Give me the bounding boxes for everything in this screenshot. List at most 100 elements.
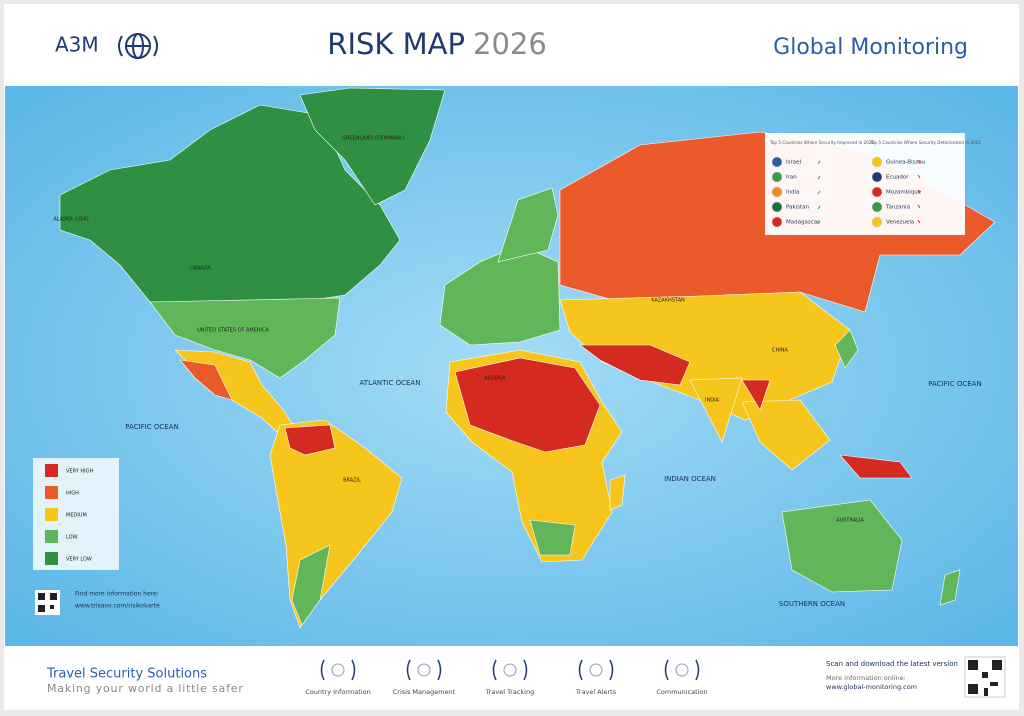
top5-item: India xyxy=(786,190,800,196)
ocean-label: SOUTHERN OCEAN xyxy=(779,600,845,608)
trend-arrow xyxy=(817,190,821,195)
service-label: Country Information xyxy=(305,688,371,696)
country-label: CANADA xyxy=(189,266,211,272)
trend-arrow xyxy=(917,204,921,209)
country-label: BRAZIL xyxy=(343,478,361,484)
service-icon xyxy=(417,663,431,677)
country-label: CHINA xyxy=(772,348,788,354)
australia xyxy=(781,499,903,593)
info-url: www.trisavo.com/risikokarte xyxy=(75,603,160,610)
flag xyxy=(871,156,883,168)
trend-arrow xyxy=(817,160,821,165)
top5-item: Pakistan xyxy=(786,205,810,211)
trend-arrow xyxy=(817,175,821,180)
myanmar xyxy=(741,379,771,411)
top5-item: Ecuador xyxy=(886,175,909,181)
service-bracket xyxy=(578,659,614,681)
service-bracket xyxy=(664,659,700,681)
service-bracket xyxy=(406,659,442,681)
flag xyxy=(871,186,883,198)
footer-scan: Scan and download the latest version xyxy=(826,660,958,668)
southern-africa xyxy=(529,519,576,556)
flag xyxy=(771,186,783,198)
country-label: AUSTRALIA xyxy=(836,518,864,524)
legend-label: VERY LOW xyxy=(66,557,92,563)
legend-swatch xyxy=(45,530,58,543)
greenland xyxy=(299,87,446,206)
header: A3M RISK MAP 2026 Global Monitoring xyxy=(55,27,968,61)
footer-tagline: Making your world a little safer xyxy=(47,682,244,695)
title-year: 2026 xyxy=(473,27,547,61)
venezuela-colombia xyxy=(284,424,336,456)
usa xyxy=(149,297,341,379)
europe xyxy=(439,244,561,346)
trend-arrow xyxy=(917,219,921,224)
top5-title: Top 5 Countries Where Security Deteriora… xyxy=(869,140,981,145)
top5-item: Venezuela xyxy=(886,220,914,226)
southern-cone xyxy=(291,544,331,626)
legend-label: LOW xyxy=(66,535,78,541)
sahel xyxy=(454,357,601,453)
country-label: ALASKA (USA) xyxy=(53,217,88,223)
ocean-label: ATLANTIC OCEAN xyxy=(360,379,421,387)
country-label: KAZAKHSTAN xyxy=(651,298,685,304)
footer-url: www.global-monitoring.com xyxy=(826,683,917,691)
madagascar xyxy=(609,474,626,511)
trend-arrow xyxy=(917,159,921,164)
country-label: UNITED STATES OF AMERICA xyxy=(197,328,269,334)
ocean-label: PACIFIC OCEAN xyxy=(928,380,981,388)
scandinavia xyxy=(497,187,559,263)
legend-swatch xyxy=(45,486,58,499)
trend-arrow xyxy=(917,174,921,179)
service-label: Communication xyxy=(656,688,707,696)
flag xyxy=(771,216,783,228)
top5-item: Madagascar xyxy=(786,220,820,226)
papua xyxy=(839,454,913,479)
middle-east xyxy=(579,344,691,386)
new-zealand xyxy=(939,569,961,606)
logo-globe xyxy=(118,33,158,59)
top5-panel xyxy=(765,133,965,235)
trend-arrow xyxy=(917,189,921,194)
top5-item: Israel xyxy=(786,160,802,166)
legend-swatch xyxy=(45,552,58,565)
trend-arrow xyxy=(817,205,821,210)
flag xyxy=(771,156,783,168)
service-icon xyxy=(589,663,603,677)
ocean-label: INDIAN OCEAN xyxy=(664,475,716,483)
legend: VERY HIGH HIGH MEDIUM LOW VERY LOW xyxy=(33,458,119,570)
top5-item: Guinea-Bissau xyxy=(886,160,925,166)
ocean-label: PACIFIC OCEAN xyxy=(125,423,178,431)
legend-label: HIGH xyxy=(66,491,79,497)
top5-title: Top 5 Countries Where Security Improved … xyxy=(769,140,875,145)
flag xyxy=(771,201,783,213)
india xyxy=(689,377,743,443)
top5-item: Tanzania xyxy=(885,205,910,211)
service-icon xyxy=(675,663,689,677)
service-label: Crisis Management xyxy=(393,688,456,696)
japan xyxy=(834,329,859,369)
country-label: ALGERIA xyxy=(484,376,506,382)
service-icon xyxy=(503,663,517,677)
trend-arrow xyxy=(817,220,821,225)
footer-title: Travel Security Solutions xyxy=(46,667,207,682)
top5-box: Top 5 Countries Where Security Improved … xyxy=(765,133,981,235)
footer-more: More information online: xyxy=(826,674,906,682)
flag xyxy=(871,201,883,213)
service-label: Travel Tracking xyxy=(485,688,534,696)
service-label: Travel Alerts xyxy=(575,688,617,696)
flag xyxy=(871,216,883,228)
service-bracket xyxy=(320,659,356,681)
legend-swatch xyxy=(45,464,58,477)
southeast-asia xyxy=(741,399,831,471)
country-label: GREENLAND (DENMARK) xyxy=(342,136,404,142)
service-icon xyxy=(331,663,345,677)
top5-item: Iran xyxy=(786,175,797,181)
title: RISK MAP xyxy=(327,27,465,61)
info-text: Find more information here: xyxy=(75,591,159,598)
legend-swatch xyxy=(45,508,58,521)
legend-label: MEDIUM xyxy=(66,513,87,519)
mexico-north xyxy=(179,359,233,401)
